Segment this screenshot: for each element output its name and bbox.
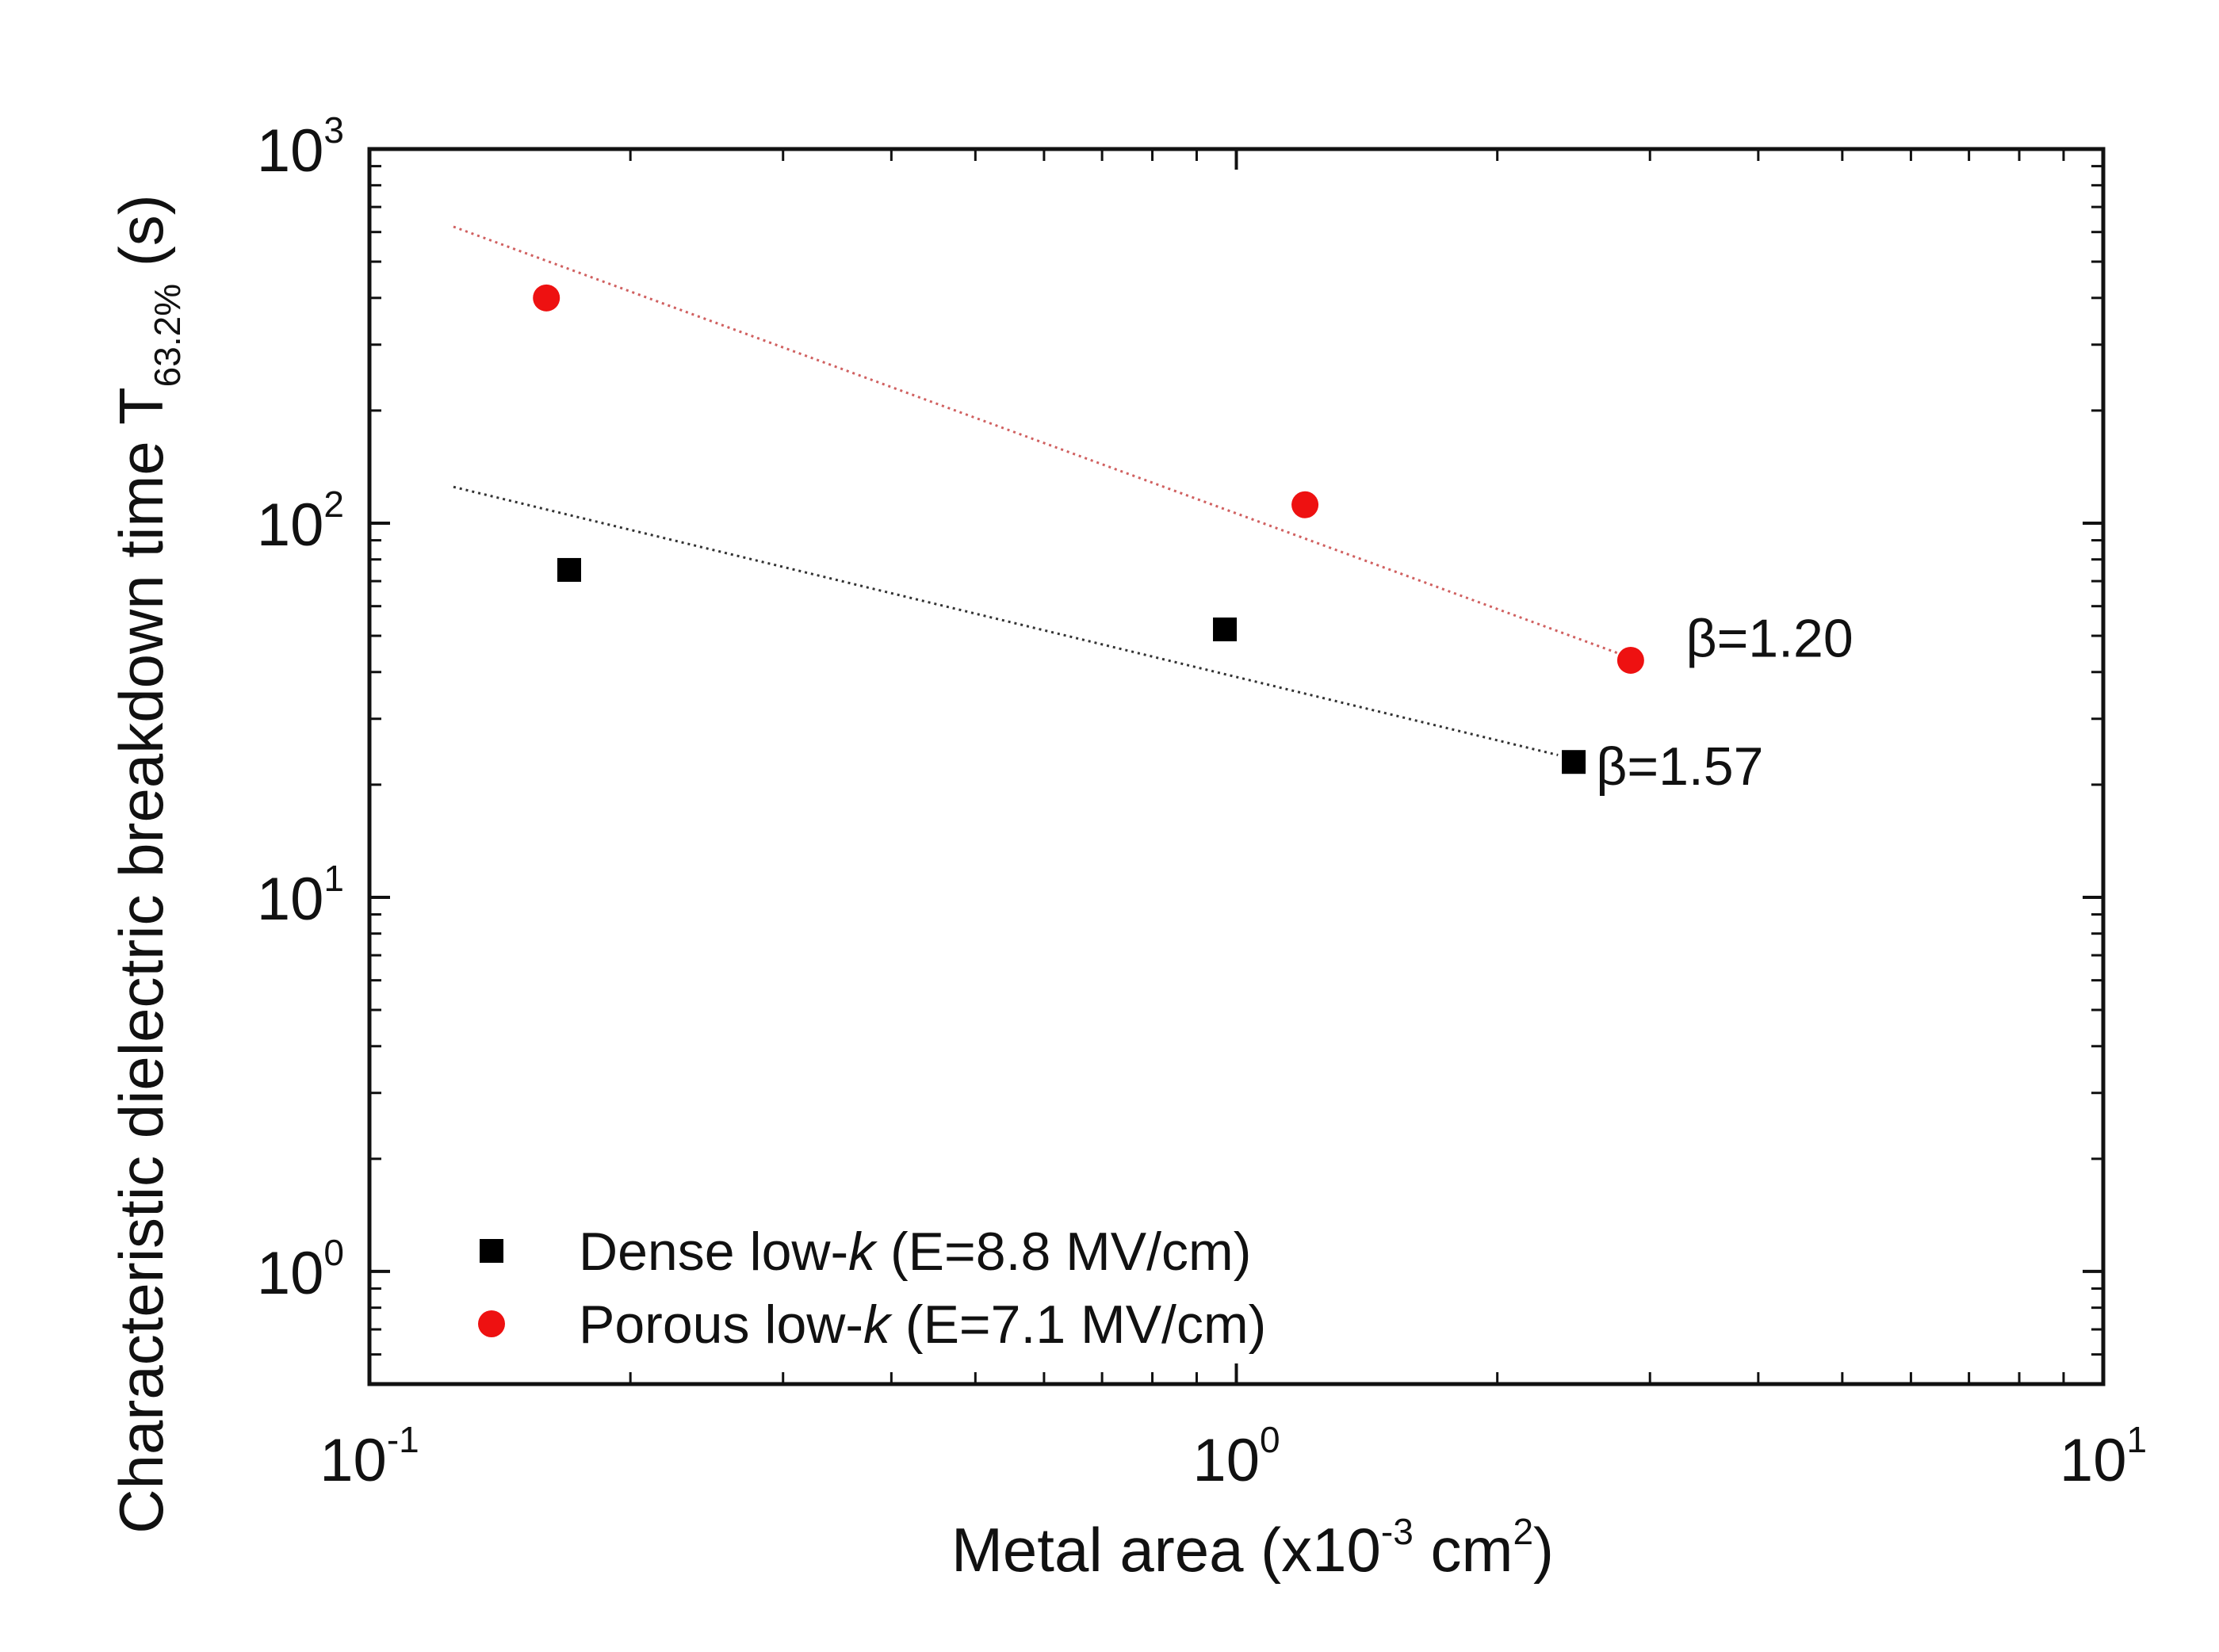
- major-ticks: [368, 147, 2105, 1384]
- point-porous: [533, 284, 560, 312]
- legend-marker-dense: [480, 1239, 503, 1263]
- legend: Dense low-k (E=8.8 MV/cm) Porous low-k (E…: [478, 1222, 1266, 1355]
- x-tick-label: 100: [1192, 1419, 1280, 1494]
- point-dense: [557, 557, 581, 582]
- fit-lines: [453, 225, 1618, 756]
- y-tick-labels: 100 101 102 103: [257, 109, 344, 1307]
- legend-label-porous: Porous low-k (E=7.1 MV/cm): [579, 1294, 1266, 1355]
- y-axis-title: Characteristic dielectric breakdown time…: [106, 194, 188, 1534]
- fit-line-dense: [453, 485, 1559, 756]
- x-axis-title: Metal area (x10-3 cm2): [951, 1511, 1554, 1585]
- y-tick-label: 103: [257, 109, 344, 185]
- y-tick-label: 102: [257, 484, 344, 559]
- x-tick-label: 10-1: [319, 1419, 419, 1494]
- point-dense: [1562, 750, 1586, 774]
- beta-label-porous: β=1.20: [1685, 608, 1853, 668]
- plot-frame: [367, 147, 2106, 1386]
- point-porous: [1616, 646, 1644, 674]
- point-porous: [1291, 491, 1319, 518]
- y-tick-label: 100: [257, 1232, 344, 1307]
- y-tick-label: 101: [257, 858, 344, 933]
- legend-label-dense: Dense low-k (E=8.8 MV/cm): [579, 1222, 1251, 1282]
- beta-label-dense: β=1.57: [1596, 736, 1763, 797]
- minor-ticks: [369, 149, 2103, 1386]
- annotations: β=1.57 β=1.20: [1596, 608, 1853, 797]
- point-dense: [1213, 618, 1238, 642]
- x-tick-labels: 10-1 100 101: [319, 1419, 2147, 1494]
- data-points: [533, 284, 1644, 774]
- x-tick-label: 101: [2060, 1419, 2147, 1494]
- legend-marker-porous: [478, 1310, 505, 1337]
- fit-line-porous: [453, 225, 1618, 655]
